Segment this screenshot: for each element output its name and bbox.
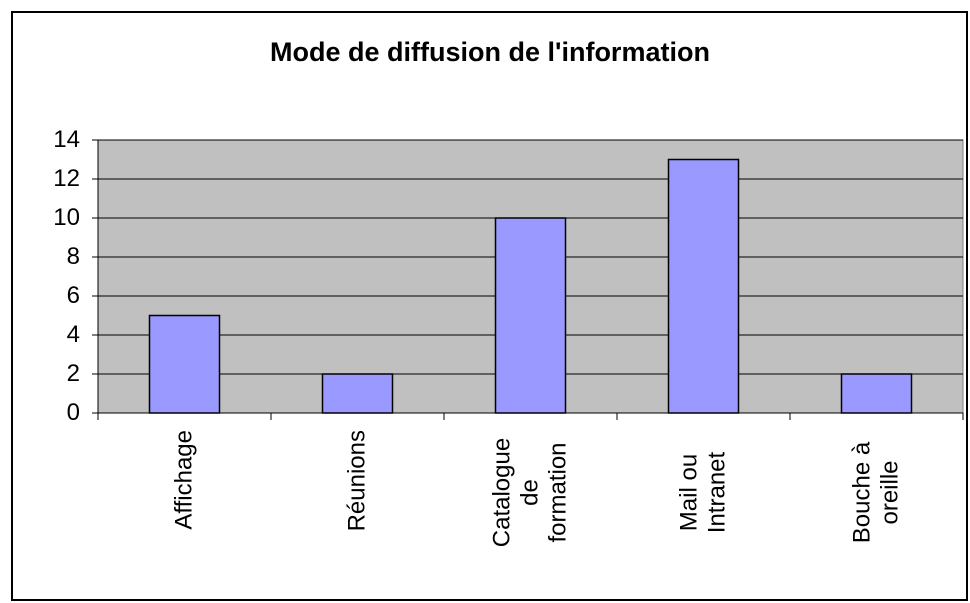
x-tick-label: Réunions [343,430,371,532]
bar [494,217,567,414]
y-tick-label: 14 [53,126,80,153]
x-tick-label: Catalogue de formation [488,437,572,548]
bar [148,314,221,414]
bar [840,373,913,414]
x-tick-label: Mail ou Intranet [675,451,731,534]
y-tick-label: 4 [66,321,80,348]
bar [667,158,740,414]
x-tick-label: Bouche à oreille [848,441,904,544]
y-tick-label: 2 [66,360,80,387]
y-tick-label: 8 [66,243,80,270]
bar [321,373,394,414]
y-tick-label: 12 [53,165,80,192]
chart-title: Mode de diffusion de l'information [270,37,710,67]
y-tick-label: 10 [53,204,80,231]
y-tick-label: 6 [66,282,80,309]
x-tick-label: Affichage [170,430,198,530]
y-tick-label: 0 [66,399,80,426]
